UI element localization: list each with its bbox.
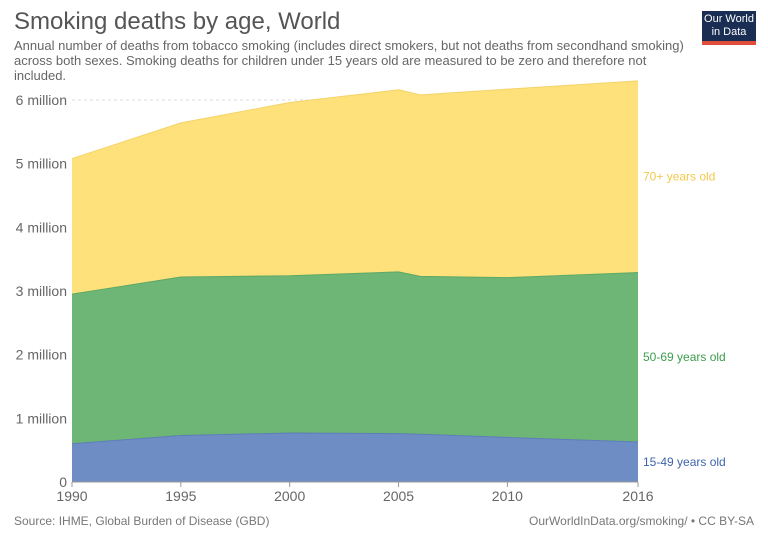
credit-note[interactable]: OurWorldInData.org/smoking/ • CC BY-SA [529,514,754,528]
x-tick-label: 1995 [165,488,196,504]
area-series-2 [72,271,638,444]
y-tick-label: 4 million [16,219,67,235]
y-tick-label: 2 million [16,347,67,363]
x-tick-label: 2016 [622,488,653,504]
series-line-2 [71,271,639,295]
y-tick-label: 3 million [16,283,67,299]
owid-logo[interactable]: Our World in Data [702,11,756,45]
area-series-1 [72,432,638,482]
x-tick-label: 2010 [492,488,523,504]
x-tick-label: 2000 [274,488,305,504]
series-line-1 [71,432,639,445]
series-label-1: 15-49 years old [643,455,726,469]
y-tick-label: 5 million [16,156,67,172]
x-tick-label: 1990 [56,488,87,504]
series-label-2: 50-69 years old [643,350,726,364]
logo-line-2: in Data [711,26,747,38]
y-tick-label: 6 million [16,92,67,108]
chart-subtitle: Annual number of deaths from tobacco smo… [14,38,684,83]
area-series-3 [72,80,638,295]
series-label-3: 70+ years old [643,170,715,184]
logo-line-1: Our World [704,13,754,25]
chart-title: Smoking deaths by age, World [14,8,341,35]
source-note[interactable]: Source: IHME, Global Burden of Disease (… [14,514,270,528]
y-tick-label: 0 [59,474,67,490]
series-line-3 [71,80,639,160]
x-tick-label: 2005 [383,488,414,504]
y-tick-label: 1 million [16,410,67,426]
